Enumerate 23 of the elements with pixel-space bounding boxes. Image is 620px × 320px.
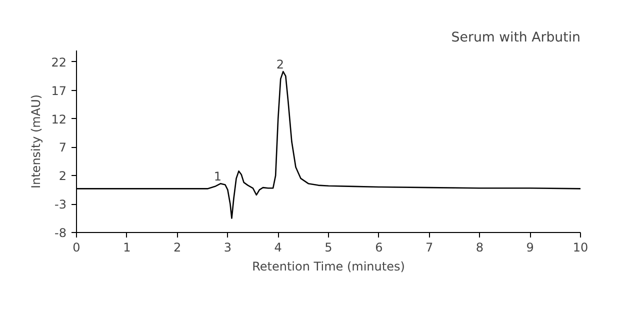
y-tick-label: 7 [58,140,67,155]
x-axis-title: Retention Time (minutes) [252,260,405,274]
y-tick-label: 17 [51,84,67,98]
y-tick-label: 12 [51,112,67,126]
x-tick-label: 10 [572,240,588,254]
x-tick-label: 6 [375,240,383,254]
y-tick-label: 22 [51,55,67,70]
x-tick-label: 5 [324,240,332,254]
x-tick-label: 8 [476,240,484,254]
chart-title: Serum with Arbutin [451,30,580,46]
y-tick-label: -3 [54,198,67,212]
annotation: 1 [214,170,222,184]
annotation: 2 [276,58,284,72]
x-tick-label: 3 [224,240,232,254]
y-tick-label: 2 [58,169,67,184]
x-tick-label: 1 [123,240,131,254]
x-tick-label: 9 [526,240,534,254]
y-tick-label: -8 [54,226,67,240]
y-axis-title: Intensity (mAU) [29,94,44,189]
x-tick-label: 2 [173,240,182,254]
x-tick-label: 7 [425,240,434,254]
x-tick-label: 4 [274,240,282,254]
x-tick-label: 0 [72,240,80,254]
